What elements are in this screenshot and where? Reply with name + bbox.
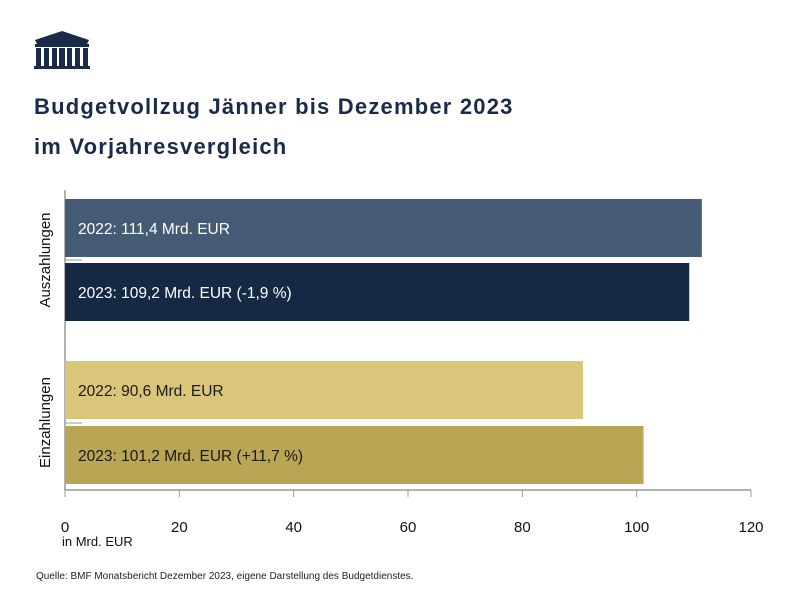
bar (65, 361, 583, 419)
x-tick-label: 80 (514, 519, 531, 536)
bar-data-label: 2022: 111,4 Mrd. EUR (78, 221, 230, 238)
parliament-logo-icon (34, 31, 90, 69)
x-tick-label: 20 (171, 519, 188, 536)
bar-data-label: 2023: 101,2 Mrd. EUR (+11,7 %) (78, 448, 303, 465)
bar-data-label: 2023: 109,2 Mrd. EUR (-1,9 %) (78, 285, 292, 302)
x-axis-label: in Mrd. EUR (62, 534, 133, 549)
category-label: Auszahlungen (37, 212, 54, 307)
chart-title-line2: im Vorjahresvergleich (34, 134, 288, 159)
x-tick-label: 120 (738, 519, 763, 536)
chart-title-line1: Budgetvollzug Jänner bis Dezember 2023 (34, 94, 514, 119)
source-note: Quelle: BMF Monatsbericht Dezember 2023,… (36, 571, 414, 582)
x-tick-label: 0 (61, 519, 69, 536)
bar-data-label: 2022: 90,6 Mrd. EUR (78, 383, 224, 400)
x-tick-label: 40 (285, 519, 302, 536)
bar (65, 199, 702, 257)
x-tick-label: 100 (624, 519, 649, 536)
x-tick-label: 60 (400, 519, 417, 536)
bar (65, 426, 644, 484)
category-label: Einzahlungen (37, 377, 54, 468)
bar (65, 263, 690, 321)
